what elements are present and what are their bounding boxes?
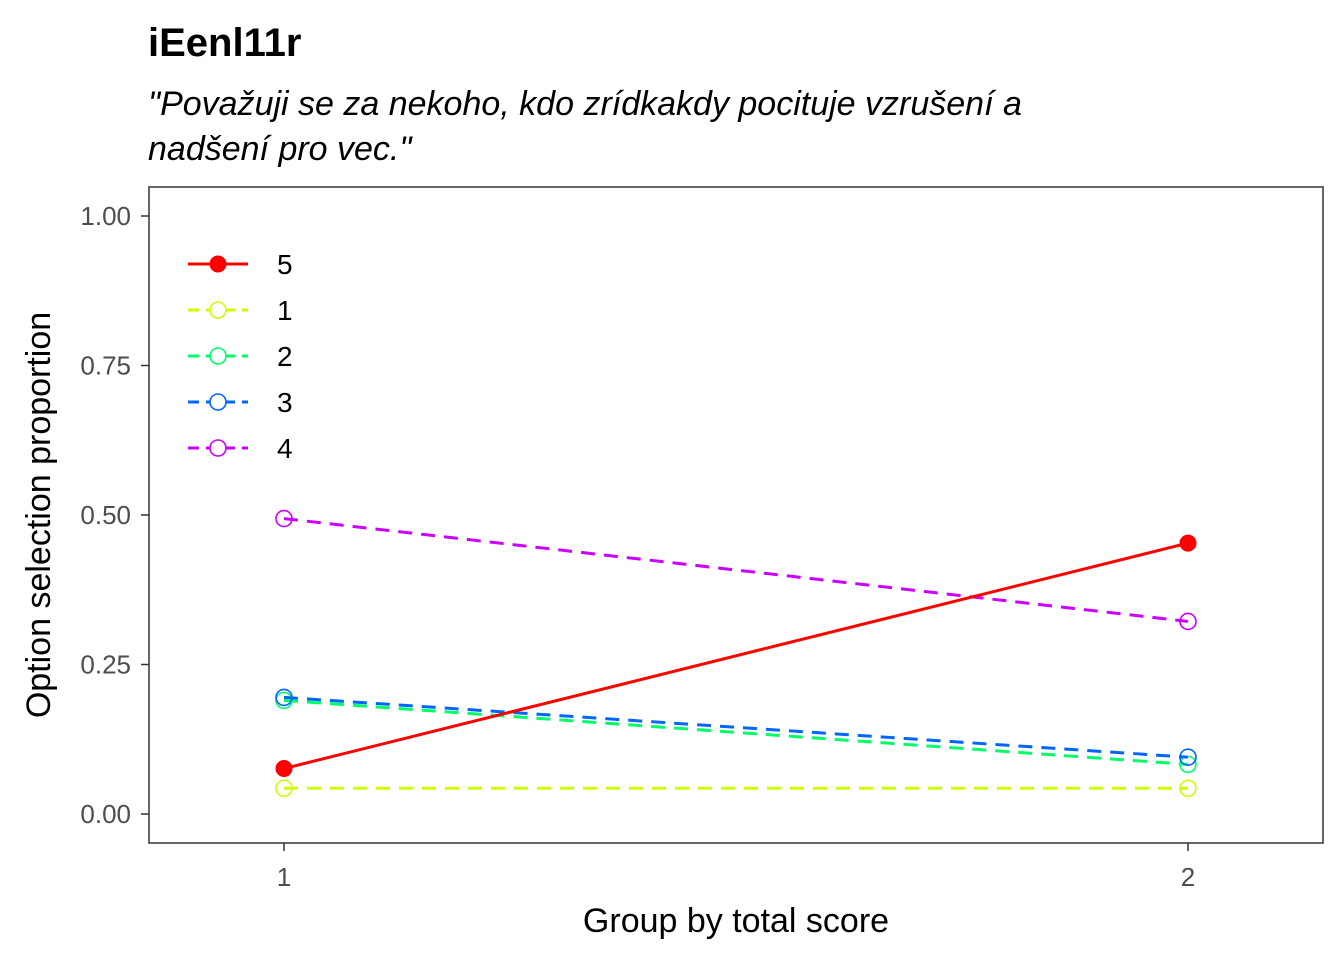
series-line-2 xyxy=(283,698,1189,766)
legend-item-1: 1 xyxy=(188,295,293,326)
y-tick-label: 0.75 xyxy=(80,351,131,381)
legend-label: 4 xyxy=(277,433,293,464)
data-point-5 xyxy=(275,760,293,778)
series-4 xyxy=(275,509,1197,631)
chart-title: iEenl11r xyxy=(148,21,301,65)
series-5 xyxy=(275,534,1197,778)
y-tick-label: 1.00 xyxy=(80,201,131,231)
data-point-3 xyxy=(275,688,293,707)
series-line-3 xyxy=(283,695,1189,759)
legend-label: 2 xyxy=(277,341,293,372)
legend-item-3: 3 xyxy=(188,387,293,418)
data-point-4 xyxy=(1179,612,1197,631)
series-3 xyxy=(275,688,1197,766)
x-tick-label: 1 xyxy=(277,862,291,892)
legend-label: 1 xyxy=(277,295,293,326)
x-tick-label: 2 xyxy=(1181,862,1195,892)
legend-item-2: 2 xyxy=(188,341,293,372)
y-tick-label: 0.25 xyxy=(80,650,131,680)
data-point-1 xyxy=(1179,779,1197,798)
data-point-3 xyxy=(1179,748,1197,766)
y-tick-label: 0.50 xyxy=(80,500,131,530)
data-point-5 xyxy=(1179,534,1197,552)
series-layer xyxy=(275,509,1197,798)
y-axis-title: Option selection proportion xyxy=(20,312,58,718)
legend-item-5: 5 xyxy=(188,249,293,280)
x-axis-title: Group by total score xyxy=(583,902,889,940)
chart-subtitle-line-1: "Považuji se za nekoho, kdo zrídkakdy po… xyxy=(148,85,1022,123)
legend-label: 5 xyxy=(277,249,293,280)
series-1 xyxy=(275,779,1197,798)
legend-key-marker xyxy=(209,255,227,273)
chart-subtitle-line-2: nadšení pro vec." xyxy=(148,130,413,168)
legend-key-marker xyxy=(209,347,227,365)
legend-item-4: 4 xyxy=(188,433,293,464)
legend-key-marker xyxy=(209,393,227,411)
series-line-4 xyxy=(283,517,1189,623)
data-point-4 xyxy=(275,509,293,528)
y-tick-label: 0.00 xyxy=(80,799,131,829)
legend-label: 3 xyxy=(277,387,293,418)
legend-key-marker xyxy=(209,301,227,319)
legend-key-marker xyxy=(209,439,227,457)
data-point-1 xyxy=(275,779,293,798)
y-axis: 0.00 0.25 0.50 0.75 1.00 xyxy=(80,201,149,829)
plot-panel xyxy=(148,186,1324,844)
series-line-5 xyxy=(283,541,1189,771)
legend: 5 1 2 3 4 xyxy=(188,249,293,464)
